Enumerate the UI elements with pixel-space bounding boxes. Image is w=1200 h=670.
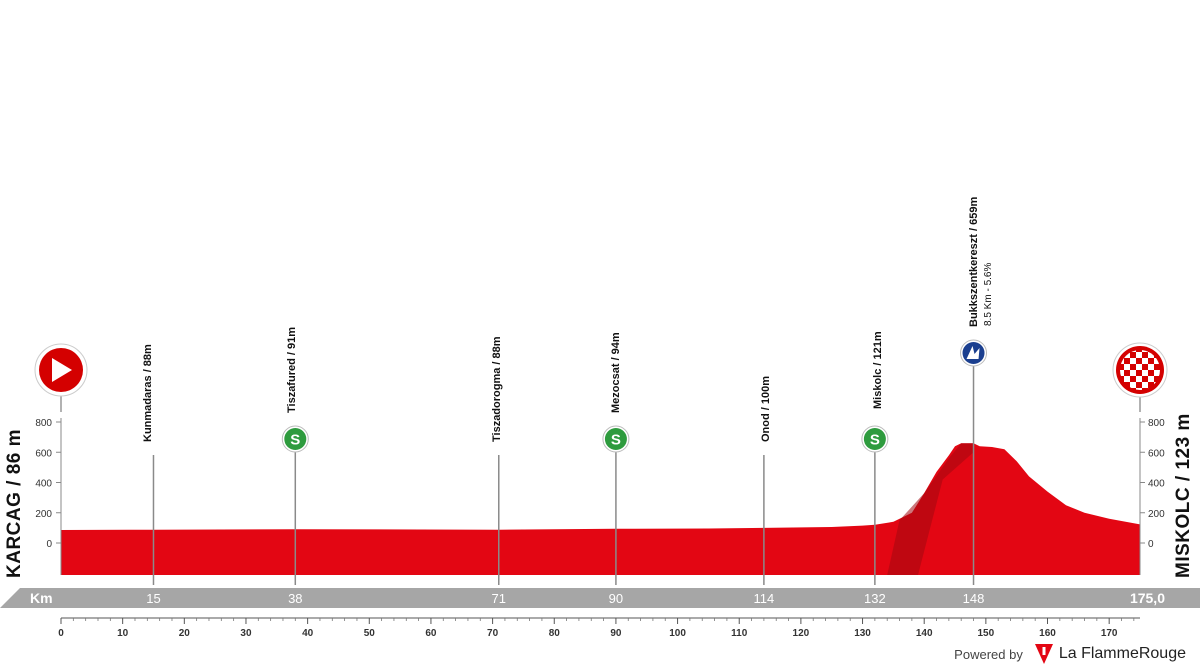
finish-town-label: MISKOLC / 123 m (1173, 413, 1194, 578)
waypoint-label-kunmadaras: Kunmadaras / 88m (142, 344, 154, 442)
elevation-profile (61, 443, 1140, 575)
x-tick-label: 160 (1039, 628, 1056, 639)
km-bar-waypoint-label: 148 (963, 591, 985, 606)
svg-text:S: S (870, 432, 880, 449)
km-bar-waypoint-label: 114 (754, 591, 775, 606)
climb-gradient-label: 8.5 Km - 5.6% (983, 262, 994, 326)
y-tick-label: 600 (35, 448, 52, 459)
start-arrow-icon (34, 343, 88, 412)
waypoint-label-tiszadorogma: Tiszadorogma / 88m (491, 336, 503, 442)
x-tick-label: 50 (364, 628, 376, 639)
x-tick-label: 20 (179, 628, 191, 639)
la-flamme-rouge-logo-icon (1034, 644, 1053, 664)
powered-by-text: Powered by (954, 646, 1023, 662)
sprint-s-icon: S (861, 425, 889, 453)
climb-mountain-icon (960, 339, 988, 367)
x-tick-label: 90 (610, 628, 622, 639)
x-axis: 0 10 20 30 40 50 60 70 80 90 100 110 120 130 140 150 160… (58, 617, 1140, 639)
y-tick-label: 400 (35, 479, 52, 490)
y-axis-right: 0 200 400 600 800 (1139, 418, 1165, 575)
km-bar-waypoint-labels: 15 38 71 90 114 132 148 (146, 591, 984, 606)
km-bar-total: 175,0 (1130, 590, 1165, 606)
profile-area (61, 443, 1140, 575)
km-bar-waypoint-label: 15 (146, 591, 160, 606)
x-tick-label: 150 (978, 628, 995, 639)
y-tick-label: 800 (1148, 418, 1165, 429)
waypoint-label-bukkszentkereszt: Bukkszentkereszt / 659m (968, 196, 980, 327)
y-tick-label: 200 (1148, 509, 1165, 520)
y-tick-label: 0 (1148, 539, 1154, 550)
x-tick-label: 0 (58, 628, 64, 639)
x-tick-label: 80 (549, 628, 561, 639)
sprint-s-icon: S (602, 425, 630, 453)
y-axis-left: 0 200 400 600 800 (35, 418, 62, 575)
brand-name: La FlammeRouge (1058, 645, 1186, 662)
waypoint-label-miskolc: Miskolc / 121m (872, 331, 884, 409)
y-tick-label: 200 (35, 509, 52, 520)
svg-text:S: S (290, 432, 300, 449)
x-tick-label: 130 (854, 628, 871, 639)
profile-climb-shading (887, 443, 974, 575)
sprint-s-icon: S (281, 425, 309, 453)
waypoint-label-tiszafured: Tiszafured / 91m (286, 327, 298, 413)
x-tick-label: 100 (669, 628, 686, 639)
x-tick-label: 10 (117, 628, 129, 639)
km-bar (0, 588, 1200, 608)
km-bar-waypoint-label: 71 (492, 591, 506, 606)
x-tick-label: 70 (487, 628, 499, 639)
x-tick-label: 40 (302, 628, 314, 639)
km-bar-waypoint-label: 132 (864, 591, 886, 606)
x-tick-label: 140 (916, 628, 933, 639)
waypoint-label-onod: Onod / 100m (760, 375, 772, 442)
x-tick-label: 110 (731, 628, 748, 639)
finish-checkered-icon (1112, 342, 1168, 412)
x-tick-label: 30 (240, 628, 252, 639)
y-tick-label: 800 (35, 418, 52, 429)
km-bar-waypoint-label: 90 (609, 591, 623, 606)
km-bar-waypoint-label: 38 (288, 591, 302, 606)
x-tick-label: 170 (1101, 628, 1118, 639)
km-bar-label: Km (30, 590, 53, 606)
waypoint-label-mezocsat: Mezocsat / 94m (610, 332, 622, 413)
powered-by-footer: Powered by La FlammeRouge (954, 644, 1186, 664)
y-tick-label: 600 (1148, 448, 1165, 459)
x-tick-label: 120 (793, 628, 810, 639)
x-tick-label: 60 (425, 628, 437, 639)
svg-text:S: S (611, 432, 621, 449)
y-tick-label: 0 (46, 539, 52, 550)
y-tick-label: 400 (1148, 479, 1165, 490)
start-town-label: KARCAG / 86 m (4, 428, 25, 578)
